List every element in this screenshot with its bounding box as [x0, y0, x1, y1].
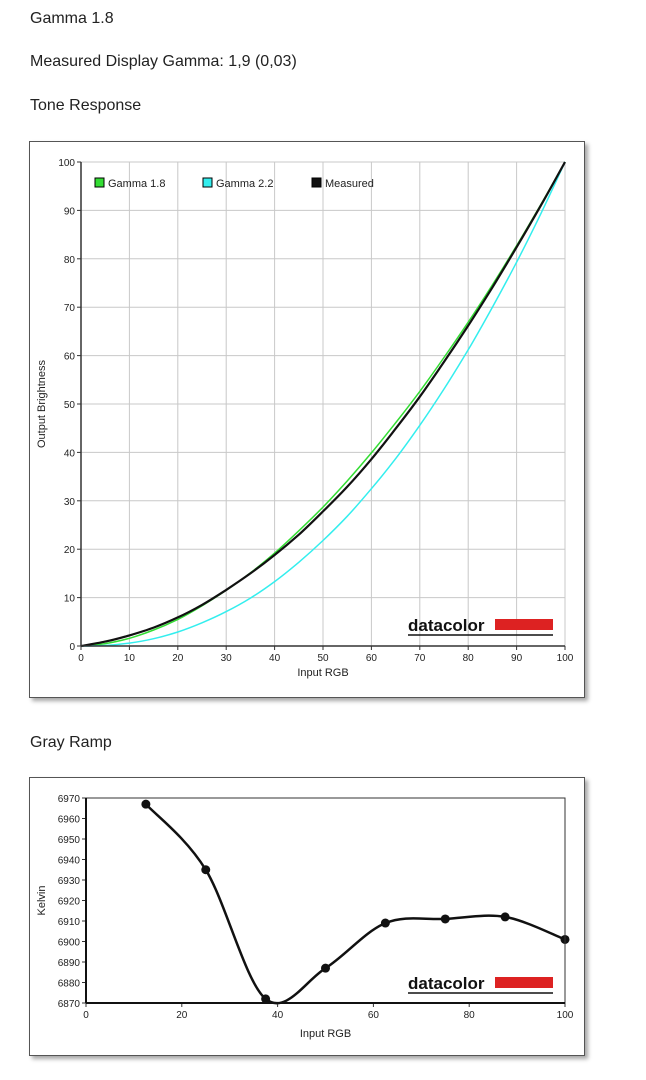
- x-tick-label: 20: [176, 1010, 188, 1021]
- data-point: [141, 799, 151, 809]
- data-point: [500, 912, 510, 922]
- data-point: [380, 918, 390, 928]
- x-tick-label: 0: [83, 1010, 89, 1021]
- y-tick-label: 100: [58, 158, 75, 169]
- tone-response-heading: Tone Response: [30, 97, 142, 114]
- y-tick-label: 20: [64, 545, 76, 556]
- logo-text: datacolor: [408, 974, 485, 993]
- y-tick-label: 6870: [58, 999, 81, 1010]
- y-tick-label: 0: [69, 642, 75, 653]
- legend-label: Gamma 1.8: [108, 178, 165, 190]
- x-axis-title: Input RGB: [297, 667, 348, 679]
- datacolor-logo: datacolor: [408, 616, 553, 636]
- tone-response-chart: 0 10 20 30 40 50 60 70 80 90 100 0 10 20 30 40 50 60 70 80 9…: [29, 141, 585, 698]
- x-tick-label: 80: [463, 653, 475, 664]
- gray-ramp-line: [144, 803, 566, 1005]
- legend-swatch: [94, 177, 105, 188]
- x-tick-label: 70: [414, 653, 426, 664]
- logo-bar: [495, 977, 553, 988]
- x-axis-title: Input RGB: [300, 1028, 351, 1040]
- gray-ramp-chart: 0 20 40 60 80 100 6870 6880 6890 6900 6910 6920 6930…: [29, 777, 585, 1056]
- gray-ramp-plot: 0 20 40 60 80 100 6870 6880 6890 6900 6910 6920 6930…: [36, 794, 574, 1040]
- gamma-heading: Gamma 1.8: [30, 10, 114, 27]
- series-line-gamma-2-2: [80, 161, 566, 647]
- y-tick-label: 70: [64, 303, 76, 314]
- y-tick-label: 6950: [58, 835, 81, 846]
- tone-legend: Gamma 1.8 Gamma 2.2 Measured: [94, 177, 374, 190]
- x-tick-label: 60: [368, 1010, 380, 1021]
- x-tick-label: 60: [366, 653, 378, 664]
- x-tick-label: 40: [269, 653, 281, 664]
- datacolor-logo: datacolor: [408, 974, 553, 994]
- legend-swatch: [311, 177, 322, 188]
- gray-series-group: [141, 799, 570, 1005]
- x-tick-label: 80: [464, 1010, 476, 1021]
- x-tick-label: 90: [511, 653, 523, 664]
- legend-label: Gamma 2.2: [216, 178, 273, 190]
- y-tick-label: 40: [64, 448, 76, 459]
- y-tick-label: 6960: [58, 815, 81, 826]
- y-tick-label: 6910: [58, 917, 81, 928]
- tone-axes: 0 10 20 30 40 50 60 70 80 90 100 0 10 20 30 40 50 60 70 80 9…: [36, 158, 574, 679]
- series-line-gamma-1-8: [80, 161, 566, 647]
- x-tick-label: 40: [272, 1010, 284, 1021]
- x-tick-label: 0: [78, 653, 84, 664]
- x-tick-label: 50: [317, 653, 329, 664]
- y-tick-label: 50: [64, 400, 76, 411]
- x-tick-label: 30: [221, 653, 233, 664]
- x-tick-label: 20: [172, 653, 184, 664]
- y-tick-label: 6930: [58, 876, 81, 887]
- gray-ramp-heading: Gray Ramp: [30, 734, 112, 751]
- y-tick-label: 6890: [58, 958, 81, 969]
- measured-gamma-heading: Measured Display Gamma: 1,9 (0,03): [30, 53, 297, 70]
- series-line-measured: [80, 161, 566, 648]
- legend-label: Measured: [325, 178, 374, 190]
- data-point: [261, 994, 271, 1004]
- tone-response-plot: 0 10 20 30 40 50 60 70 80 90 100 0 10 20 30 40 50 60 70 80 9…: [36, 158, 574, 679]
- tone-grid: [81, 161, 566, 646]
- tone-series-group: [80, 161, 566, 648]
- y-tick-label: 6880: [58, 979, 81, 990]
- data-point: [321, 963, 330, 973]
- y-tick-label: 6970: [58, 794, 81, 805]
- y-axis-title: Kelvin: [36, 886, 48, 916]
- y-axis-title: Output Brightness: [36, 359, 48, 448]
- data-point: [201, 865, 211, 875]
- gray-axes: 0 20 40 60 80 100 6870 6880 6890 6900 6910 6920 6930…: [36, 794, 574, 1040]
- y-tick-label: 90: [64, 206, 76, 217]
- y-tick-label: 6940: [58, 856, 81, 867]
- y-tick-label: 6920: [58, 897, 81, 908]
- logo-text: datacolor: [408, 616, 485, 635]
- y-tick-label: 30: [64, 497, 76, 508]
- x-tick-label: 100: [557, 1010, 574, 1021]
- legend-swatch: [202, 177, 213, 188]
- y-tick-label: 6900: [58, 938, 81, 949]
- x-tick-label: 10: [124, 653, 136, 664]
- y-tick-label: 80: [64, 255, 76, 266]
- y-tick-label: 60: [64, 352, 76, 363]
- y-tick-label: 10: [64, 594, 76, 605]
- data-point: [440, 914, 450, 924]
- x-tick-label: 100: [557, 653, 574, 664]
- logo-bar: [495, 619, 553, 630]
